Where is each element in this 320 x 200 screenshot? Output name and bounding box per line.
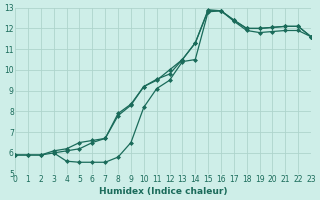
- X-axis label: Humidex (Indice chaleur): Humidex (Indice chaleur): [99, 187, 227, 196]
